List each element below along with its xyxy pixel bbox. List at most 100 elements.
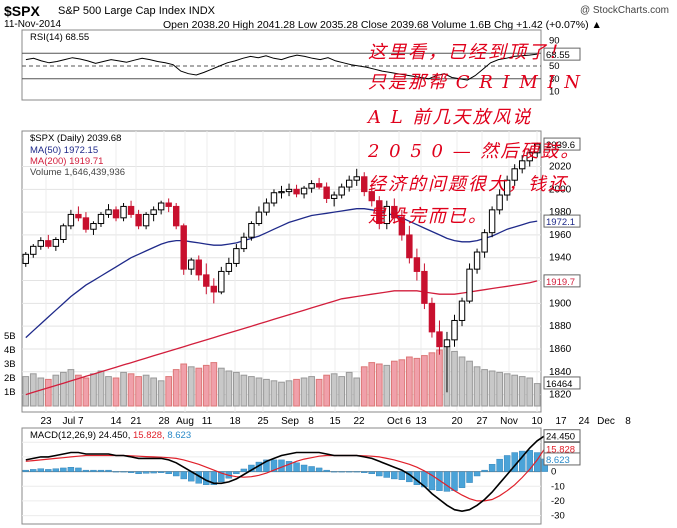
volume-bar <box>97 370 105 407</box>
macd-name: MACD(12,26,9) <box>30 430 96 441</box>
volume-bar <box>315 378 323 407</box>
ma50-line <box>25 208 538 339</box>
volume-bar <box>172 369 180 407</box>
rsi-tag-box <box>543 47 581 61</box>
candle-body <box>172 205 180 227</box>
candle-body <box>353 176 360 181</box>
volume-bar <box>428 352 436 407</box>
macd-histogram-bar <box>488 464 496 472</box>
volume-bar <box>511 374 519 407</box>
volume-bar <box>105 376 112 407</box>
volume-bar <box>285 380 293 407</box>
price-tick-label: 1960 <box>549 230 572 241</box>
volume-legend: Volume 1,646,439,936 <box>30 167 126 178</box>
macd-histogram-bar <box>473 471 481 477</box>
volume-bar <box>300 377 308 407</box>
candle-body <box>22 253 29 264</box>
macd-histogram-bar <box>436 471 443 491</box>
volume-bar <box>406 356 413 407</box>
time-tick-label: 11 <box>202 416 213 427</box>
volume-bar <box>526 377 534 407</box>
volume-tick-label: 4B <box>4 345 16 356</box>
time-tick-label: Nov <box>500 416 518 427</box>
candle-body <box>195 259 202 276</box>
macd-histogram-bar <box>270 459 278 472</box>
volume-bar <box>368 362 376 407</box>
candle-body <box>120 205 127 219</box>
volume-bar <box>308 376 315 407</box>
macd-tick-label: -30 <box>551 511 565 522</box>
candle-body <box>203 274 210 287</box>
volume-bar <box>488 370 496 407</box>
volume-bar <box>127 373 135 407</box>
candle-body <box>376 200 383 225</box>
candle-body <box>421 270 428 304</box>
candle-body <box>345 179 353 188</box>
signal-tag: 15.828 <box>546 444 575 455</box>
volume-bar <box>157 380 165 407</box>
macd-histogram-bar <box>105 469 112 472</box>
candle-body <box>60 225 67 240</box>
volume-bar <box>278 381 285 407</box>
volume-bar <box>323 374 330 407</box>
time-tick-label: 22 <box>353 416 365 427</box>
last-price-tag: 2039.6 <box>546 140 575 151</box>
volume-bar <box>398 359 406 407</box>
chart-date: 11-Nov-2014 <box>4 19 62 30</box>
macd-histogram-bar <box>451 471 458 491</box>
volume-bar <box>451 350 458 407</box>
macd-histogram-bar <box>52 468 60 472</box>
hist-value: 8.623 <box>167 430 192 441</box>
rsi-tick-label: 30 <box>549 74 560 85</box>
time-tick-label: 25 <box>257 416 269 427</box>
volume-bar <box>60 371 67 407</box>
macd-histogram-bar <box>210 471 218 486</box>
volume-tick-label: 2B <box>4 373 16 384</box>
candle-body <box>293 188 300 195</box>
volume-bar <box>375 363 383 407</box>
volume-bar <box>120 371 127 407</box>
volume-tag: 16464 <box>546 379 572 390</box>
volume-bar <box>263 378 270 407</box>
candle-body <box>270 192 278 204</box>
candle-body <box>278 191 285 194</box>
volume-bar <box>496 371 503 407</box>
price-tick-label: 1840 <box>549 367 572 378</box>
ma50-legend: MA(50) 1972.15 <box>30 145 99 156</box>
macd-histogram-bar <box>263 459 270 472</box>
candle-body <box>368 191 375 202</box>
time-tick-label: 8 <box>308 416 314 427</box>
macd-tag-box <box>543 429 581 443</box>
hist-tag: 8.623 <box>546 455 570 466</box>
time-tick-label: 17 <box>555 416 567 427</box>
macd-legend: MACD(12,26,9) 24.450, 15.828, 8.623 <box>30 430 191 441</box>
macd-histogram-bar <box>67 467 75 472</box>
annotation-line-1: 这里看，已经到顶了！ <box>368 42 568 63</box>
macd-tag: 24.450 <box>546 432 575 443</box>
macd-histogram-bar <box>293 462 300 472</box>
candle-body <box>338 186 345 196</box>
candle-body <box>188 259 195 270</box>
candle-body <box>37 240 45 247</box>
candle-body <box>142 213 150 227</box>
volume-bar <box>330 373 338 407</box>
candle-body <box>90 223 97 230</box>
volume-bar <box>270 380 278 407</box>
candle-body <box>97 213 105 225</box>
time-tick-label: 13 <box>415 416 427 427</box>
candle-body <box>285 188 293 193</box>
candle-body <box>240 236 248 250</box>
macd-histogram-bar <box>157 471 165 473</box>
macd-histogram-bar <box>315 467 323 472</box>
rsi-label: RSI(14) 68.55 <box>30 32 90 43</box>
time-tick-label: 20 <box>451 416 463 427</box>
last-price-tag-box <box>543 137 581 151</box>
volume-bar <box>210 362 218 407</box>
macd-histogram-bar <box>150 471 157 474</box>
macd-histogram-bar <box>481 469 488 472</box>
time-tick-label: 27 <box>476 416 488 427</box>
macd-histogram-bar <box>383 471 391 478</box>
macd-histogram-bar <box>37 468 45 472</box>
volume-bar <box>518 376 526 407</box>
ohlc-summary: Open 2038.20 High 2041.28 Low 2035.28 Cl… <box>163 19 602 31</box>
